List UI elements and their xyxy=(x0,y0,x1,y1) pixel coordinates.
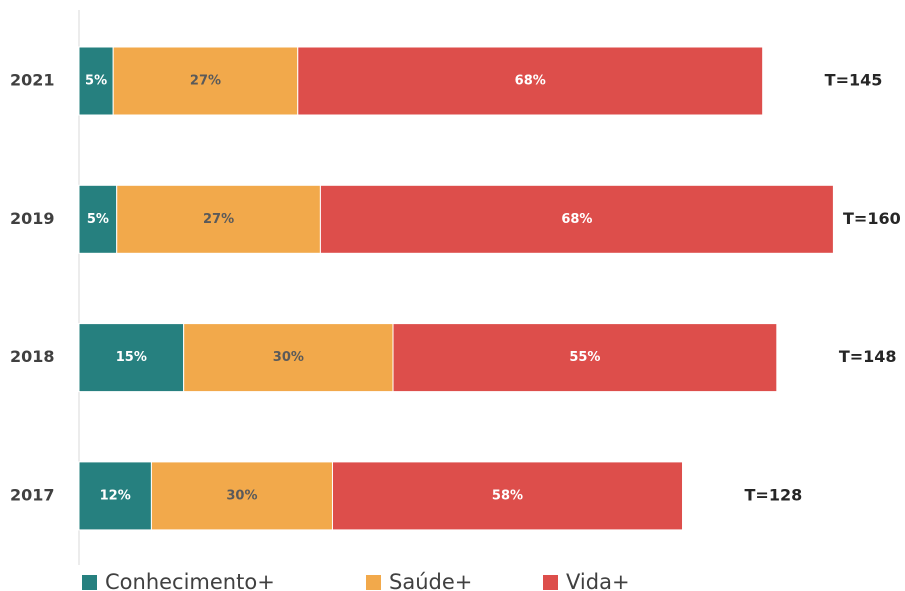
value-label: 27% xyxy=(190,74,221,89)
legend-swatch xyxy=(82,575,97,590)
category-label: 2019 xyxy=(10,209,55,228)
bar-segment xyxy=(183,323,394,393)
total-label: T=160 xyxy=(843,209,901,228)
category-label: 2017 xyxy=(10,485,55,504)
total-label: T=128 xyxy=(745,485,803,504)
value-label: 68% xyxy=(515,74,546,89)
value-label: 58% xyxy=(492,488,523,503)
bar-segment xyxy=(331,461,684,531)
legend-label: Conhecimento+ xyxy=(105,570,275,591)
bar-segment xyxy=(297,46,764,116)
value-label: 5% xyxy=(87,212,109,227)
value-label: 30% xyxy=(226,488,257,503)
category-label: 2018 xyxy=(10,347,55,366)
bar-segment xyxy=(392,323,778,393)
legend-label: Vida+ xyxy=(566,570,630,591)
legend-label: Saúde+ xyxy=(389,570,472,591)
legend-swatch xyxy=(543,575,558,590)
bar-segment xyxy=(78,461,152,531)
legend-swatch xyxy=(366,575,381,590)
bar-segment xyxy=(112,46,299,116)
value-label: 5% xyxy=(85,74,107,89)
value-label: 27% xyxy=(203,212,234,227)
value-label: 30% xyxy=(273,350,304,365)
value-label: 55% xyxy=(569,350,600,365)
value-label: 68% xyxy=(561,212,592,227)
category-label: 2021 xyxy=(10,71,55,90)
bar-segment xyxy=(319,184,834,254)
value-label: 12% xyxy=(100,488,131,503)
total-label: T=148 xyxy=(839,347,897,366)
value-label: 15% xyxy=(116,350,147,365)
bar-segment xyxy=(150,461,333,531)
total-label: T=145 xyxy=(825,71,883,90)
